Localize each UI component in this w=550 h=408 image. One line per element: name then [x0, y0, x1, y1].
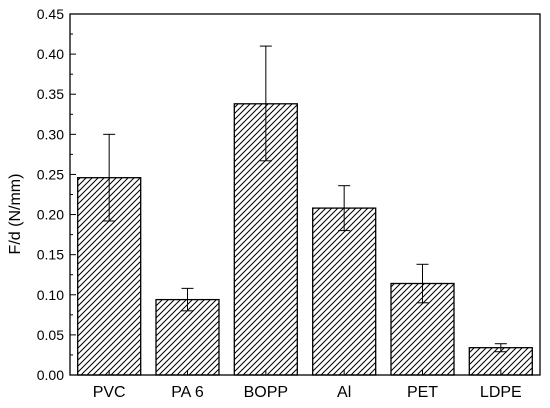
plot-frame [69, 13, 541, 376]
y-tick-label: 0.40 [37, 46, 64, 62]
y-tick-label: 0.05 [37, 327, 64, 343]
error-bar-al [338, 185, 351, 232]
y-tick-label: 0.35 [37, 86, 64, 102]
error-bar-bopp [259, 45, 272, 162]
error-bar-ldpe [494, 343, 507, 353]
x-tick-label: BOPP [244, 384, 288, 401]
y-axis-label: F/d (N/mm) [7, 174, 24, 255]
bar-al [312, 207, 377, 376]
y-tick-label: 0.45 [37, 6, 64, 22]
y-tick-label: 0.25 [37, 166, 64, 182]
x-tick-label: Al [337, 384, 351, 401]
x-tick-label: LDPE [480, 384, 522, 401]
error-bar-pa-6 [181, 287, 194, 312]
y-tick-label: 0.30 [37, 126, 64, 142]
error-bar-pet [416, 263, 429, 304]
x-tick-label: PA 6 [171, 384, 204, 401]
x-tick-label: PET [407, 384, 438, 401]
y-tick-label: 0.15 [37, 247, 64, 263]
y-tick-label: 0.20 [37, 207, 64, 223]
y-tick-label: 0.10 [37, 287, 64, 303]
y-tick-label: 0.00 [37, 367, 64, 383]
error-bar-pvc [103, 133, 116, 222]
x-tick-label: PVC [93, 384, 126, 401]
